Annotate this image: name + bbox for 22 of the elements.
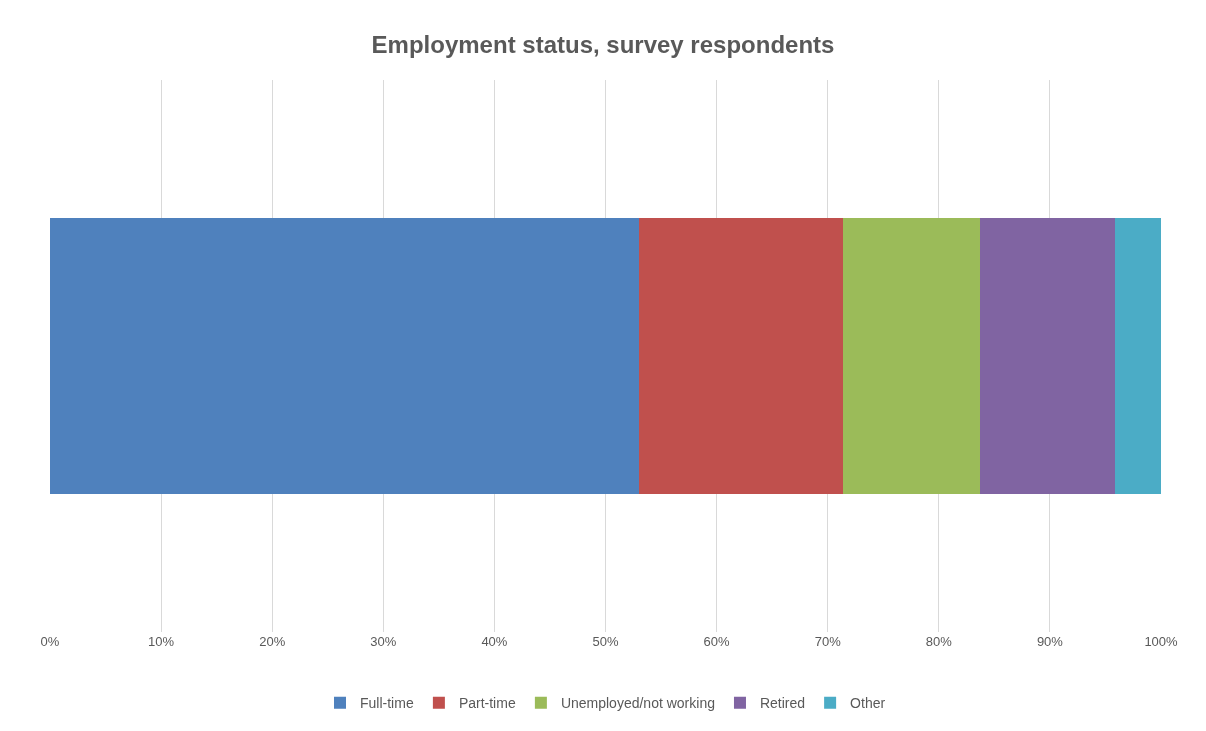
x-tick-label: 80% xyxy=(925,634,953,649)
x-tick-label: 60% xyxy=(703,634,731,649)
legend-label: Part-time xyxy=(458,695,516,712)
x-tick-label: 100% xyxy=(1144,634,1179,649)
x-tick-label: 20% xyxy=(259,634,286,649)
x-tick-label: 30% xyxy=(370,634,397,649)
bar xyxy=(638,218,844,494)
legend-label: Full-time xyxy=(360,695,414,712)
chart-title: Employment status, survey respondents xyxy=(371,31,835,59)
x-tick-label: 50% xyxy=(592,634,619,649)
bar xyxy=(843,218,980,494)
x-tick-label: 0% xyxy=(40,634,60,649)
bar xyxy=(50,218,639,494)
legend-label: Other xyxy=(850,695,886,712)
x-tick-label: 10% xyxy=(148,634,175,649)
bar xyxy=(1115,218,1161,494)
bar xyxy=(979,218,1116,494)
legend-label: Unemployed/not working xyxy=(560,695,715,712)
legend-label: Retired xyxy=(759,695,806,712)
x-tick-label: 90% xyxy=(1036,634,1064,649)
x-tick-label: 70% xyxy=(814,634,842,649)
x-tick-label: 40% xyxy=(481,634,508,649)
